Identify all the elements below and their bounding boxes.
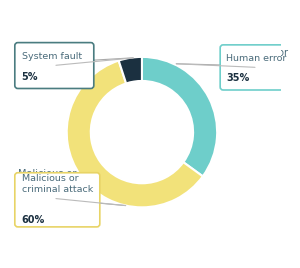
Text: Malicious or
criminal attack: Malicious or criminal attack — [18, 169, 91, 191]
FancyBboxPatch shape — [220, 45, 284, 90]
Wedge shape — [119, 57, 142, 83]
FancyBboxPatch shape — [15, 173, 100, 227]
Text: 5%: 5% — [18, 72, 36, 82]
Text: 5%: 5% — [22, 72, 38, 81]
Wedge shape — [67, 61, 203, 207]
Text: 60%: 60% — [22, 215, 45, 225]
Text: Malicious or
criminal attack: Malicious or criminal attack — [22, 174, 93, 194]
Wedge shape — [142, 57, 217, 176]
Text: System fault: System fault — [18, 45, 80, 55]
Text: 35%: 35% — [226, 73, 249, 83]
FancyBboxPatch shape — [15, 43, 94, 88]
Text: Human error: Human error — [226, 49, 288, 58]
Text: System fault: System fault — [22, 52, 82, 61]
Text: 35%: 35% — [226, 75, 251, 85]
Text: Human error: Human error — [226, 54, 286, 63]
Text: 60%: 60% — [18, 207, 43, 217]
